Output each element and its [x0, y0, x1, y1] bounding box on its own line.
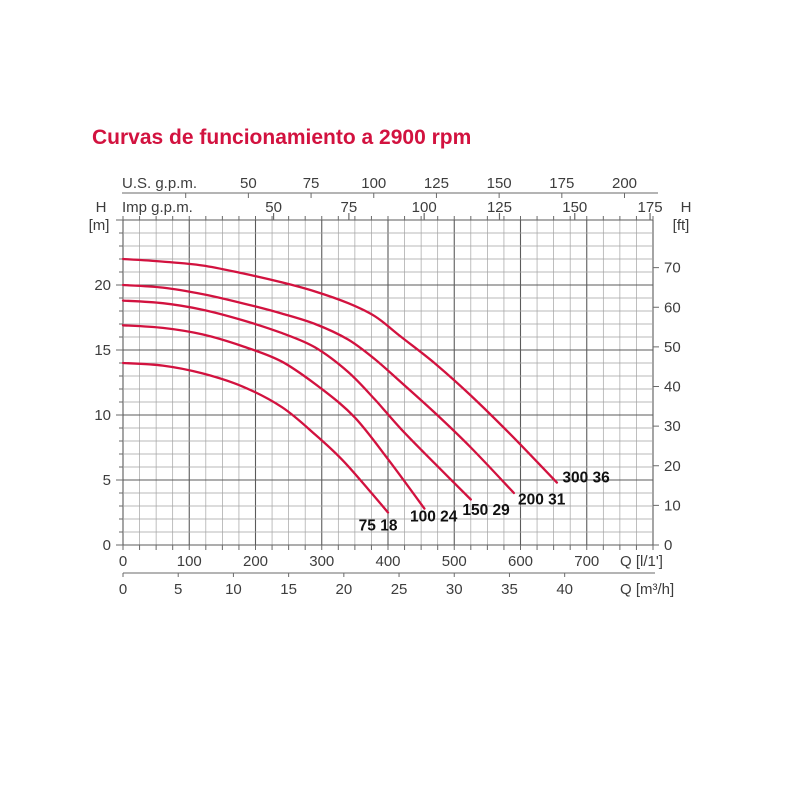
flow-m3h-axis-title: Q [m³/h] [620, 581, 674, 598]
flow-lmin-tick-label: 300 [309, 553, 334, 570]
head-meters-axis: 0 5 10 15 20 H[m] [89, 199, 123, 554]
head-ft-axis-unit: [ft] [673, 217, 690, 234]
us-gpm-tick-label: 175 [549, 175, 574, 192]
head-ft-tick-label: 70 [664, 260, 681, 277]
flow-lmin-axis-title: Q [l/1'] [620, 553, 663, 570]
head-ft-tick-label: 0 [664, 537, 672, 554]
flow-lmin-tick-label: 600 [508, 553, 533, 570]
curve-100-24 [121, 324, 426, 510]
curve-label-300-36: 300 36 [562, 469, 610, 486]
curve-label-100-24: 100 24 [410, 508, 458, 525]
us-gpm-tick-label: 100 [361, 175, 386, 192]
chart-title: Curvas de funcionamiento a 2900 rpm [92, 126, 472, 149]
head-ft-tick-label: 50 [664, 339, 681, 356]
flow-lmin-axis: 0 100 200 300 400 500 600 700 Q [l/1'] [119, 545, 663, 570]
flow-m3h-tick-label: 15 [280, 581, 297, 598]
head-m-tick-label: 10 [94, 407, 111, 424]
flow-m3h-axis: 0 5 10 15 20 25 30 35 40 Q [m³/h] [119, 572, 674, 598]
imp-gpm-tick-label: 125 [487, 199, 512, 216]
head-ft-tick-label: 10 [664, 497, 681, 514]
head-ft-tick-label: 40 [664, 379, 681, 396]
flow-lmin-tick-label: 200 [243, 553, 268, 570]
us-gpm-axis: 50 75 100 125 150 175 200 U.S. g.p.m. [122, 175, 658, 198]
head-m-axis-title: H [96, 199, 107, 216]
flow-lmin-tick-label: 700 [574, 553, 599, 570]
us-gpm-tick-label: 50 [240, 175, 257, 192]
curve-200-31 [121, 283, 516, 495]
head-ft-tick-label: 60 [664, 299, 681, 316]
us-gpm-axis-title: U.S. g.p.m. [122, 175, 197, 192]
imp-gpm-tick-label: 50 [265, 199, 282, 216]
imp-gpm-axis-title: Imp g.p.m. [122, 199, 193, 216]
head-ft-axis-title: H [681, 199, 692, 216]
curve-300-36 [121, 257, 559, 484]
head-ft-tick-label: 20 [664, 458, 681, 475]
grid [122, 219, 654, 546]
head-m-tick-label: 15 [94, 342, 111, 359]
flow-m3h-tick-label: 10 [225, 581, 242, 598]
flow-m3h-tick-label: 0 [119, 581, 127, 598]
curve-label-200-31: 200 31 [518, 492, 566, 509]
flow-m3h-tick-label: 20 [335, 581, 352, 598]
curve-label-150-29: 150 29 [462, 502, 510, 519]
flow-m3h-tick-label: 40 [556, 581, 573, 598]
head-m-axis-unit: [m] [89, 217, 110, 234]
imp-gpm-tick-label: 75 [341, 199, 358, 216]
curve-label-75-18: 75 18 [359, 518, 398, 535]
head-feet-axis: 0 10 20 30 40 50 60 70 H[ft] [653, 199, 691, 554]
head-ft-tick-label: 30 [664, 418, 681, 435]
us-gpm-tick-label: 200 [612, 175, 637, 192]
flow-m3h-tick-label: 35 [501, 581, 518, 598]
us-gpm-tick-label: 150 [487, 175, 512, 192]
flow-lmin-tick-label: 400 [375, 553, 400, 570]
flow-lmin-tick-label: 100 [177, 553, 202, 570]
flow-m3h-tick-label: 25 [391, 581, 408, 598]
flow-m3h-tick-label: 5 [174, 581, 182, 598]
curve-150-29 [121, 299, 472, 501]
imp-gpm-tick-label: 100 [412, 199, 437, 216]
head-m-tick-label: 5 [103, 472, 111, 489]
us-gpm-tick-label: 75 [303, 175, 320, 192]
imp-gpm-axis: 50 75 100 125 150 175 Imp g.p.m. [122, 199, 663, 220]
head-m-tick-label: 20 [94, 277, 111, 294]
us-gpm-tick-label: 125 [424, 175, 449, 192]
imp-gpm-tick-label: 175 [638, 199, 663, 216]
head-m-tick-label: 0 [103, 537, 111, 554]
flow-m3h-tick-label: 30 [446, 581, 463, 598]
curve-75-18 [121, 361, 390, 514]
flow-lmin-tick-label: 0 [119, 553, 127, 570]
imp-gpm-tick-label: 150 [562, 199, 587, 216]
flow-lmin-tick-label: 500 [442, 553, 467, 570]
curves: 75 18 100 24 150 29 200 31 300 36 [121, 257, 610, 535]
